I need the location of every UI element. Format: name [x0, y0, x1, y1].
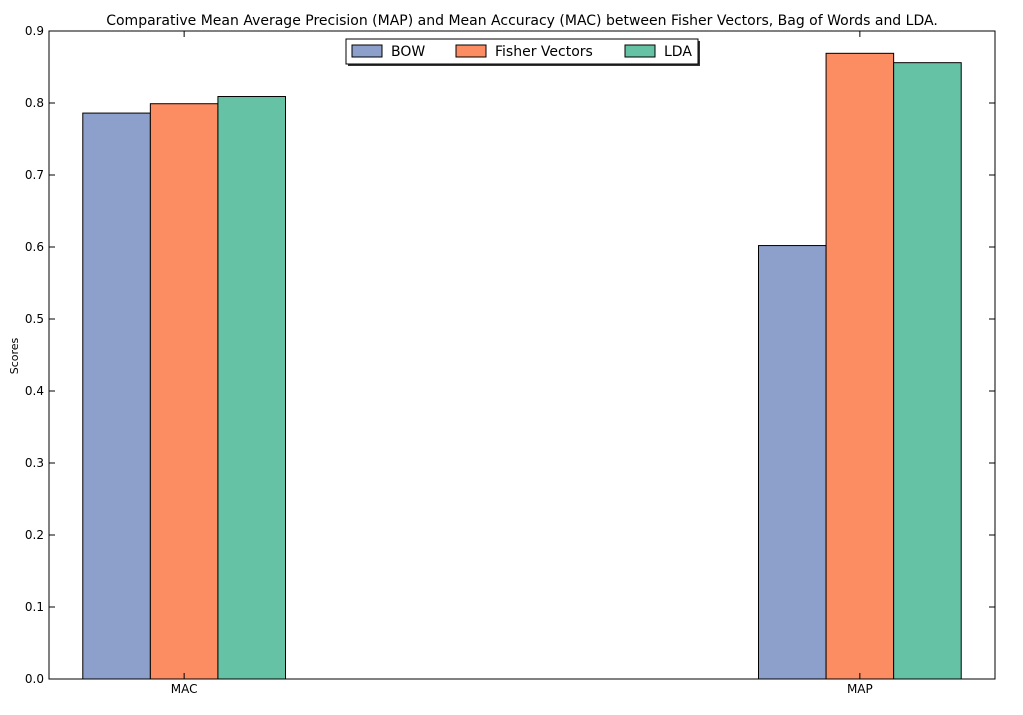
y-tick-label: 0.6: [25, 240, 44, 254]
legend-label: LDA: [664, 44, 692, 60]
y-tick-label: 0.3: [25, 456, 44, 470]
plot-area: 0.0 0.1 0.2 0.3 0.4 0.5 0.6 0.7 0.8 0.9 MAC MAP: [25, 24, 996, 696]
y-tick-label: 0.4: [25, 384, 44, 398]
y-tick-label: 0.7: [25, 168, 44, 182]
legend-swatch-bow: [351, 44, 383, 58]
x-tick-label: MAC: [171, 682, 198, 696]
legend-label: Fisher Vectors: [495, 44, 593, 60]
y-tick-label: 0.2: [25, 528, 44, 542]
legend-swatch-lda: [624, 44, 656, 58]
x-tick-label: MAP: [847, 682, 873, 696]
y-tick-label: 0.9: [25, 24, 44, 38]
bar-fisher-vectors-mac: [149, 103, 219, 680]
y-tick-label: 0.5: [25, 312, 44, 326]
legend-swatch-fisher-vectors: [455, 44, 487, 58]
legend: BOW Fisher Vectors LDA: [345, 38, 700, 66]
bar-bow-mac: [82, 112, 151, 680]
legend-label: BOW: [391, 44, 425, 60]
y-axis-label: Scores: [8, 337, 21, 374]
bar-bow-map: [758, 245, 827, 680]
y-tick-label: 0.1: [25, 600, 44, 614]
y-tick-label: 0.0: [25, 672, 44, 686]
bar-lda-mac: [217, 96, 286, 680]
chart-title: Comparative Mean Average Precision (MAP)…: [106, 13, 938, 29]
bar-fisher-vectors-map: [825, 52, 895, 680]
bar-lda-map: [893, 62, 962, 680]
y-tick-label: 0.8: [25, 96, 44, 110]
axes-frame: [48, 30, 996, 680]
